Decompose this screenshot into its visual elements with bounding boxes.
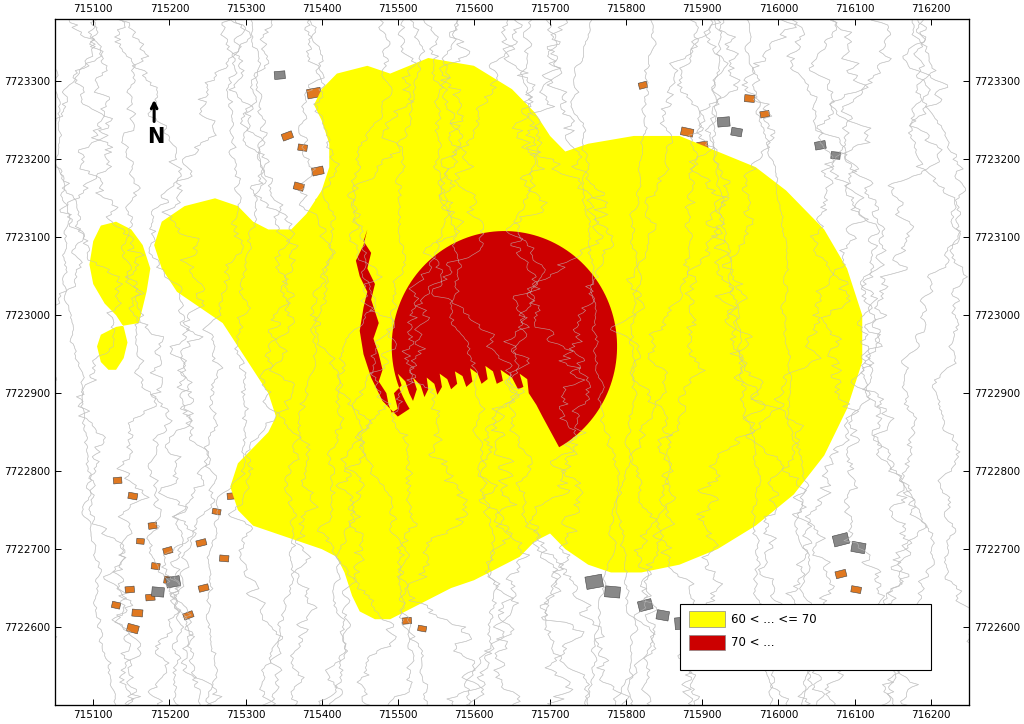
Bar — [148, 522, 158, 529]
Bar — [343, 219, 353, 227]
Bar — [327, 101, 340, 109]
Bar — [717, 117, 730, 127]
Bar — [689, 612, 725, 627]
Bar — [457, 543, 487, 568]
Bar — [316, 198, 328, 206]
Bar — [335, 97, 350, 109]
Bar — [350, 248, 361, 257]
Bar — [198, 584, 209, 592]
Bar — [604, 586, 621, 598]
Bar — [274, 71, 286, 80]
Bar — [343, 443, 361, 460]
Bar — [136, 538, 144, 544]
Bar — [370, 204, 383, 216]
Bar — [418, 625, 427, 632]
Bar — [145, 594, 156, 601]
Bar — [387, 192, 400, 202]
Bar — [347, 434, 372, 453]
Bar — [163, 547, 173, 555]
Bar — [152, 586, 165, 597]
Bar — [152, 563, 160, 570]
Bar — [219, 555, 229, 562]
Bar — [760, 110, 770, 118]
Bar — [731, 127, 742, 137]
Bar — [361, 264, 373, 272]
Bar — [132, 609, 143, 617]
Bar — [306, 88, 322, 99]
Bar — [128, 492, 138, 500]
Bar — [680, 604, 931, 670]
Polygon shape — [356, 230, 617, 447]
Bar — [402, 618, 412, 624]
Bar — [298, 144, 307, 151]
Text: 60 < ... <= 70: 60 < ... <= 70 — [731, 613, 817, 626]
Bar — [744, 95, 755, 103]
Bar — [792, 350, 804, 358]
Bar — [674, 156, 685, 164]
Bar — [112, 601, 121, 609]
Bar — [438, 536, 472, 565]
Bar — [164, 576, 175, 584]
Bar — [282, 131, 294, 141]
Bar — [227, 492, 237, 500]
Bar — [293, 182, 304, 191]
Bar — [370, 439, 392, 454]
Bar — [638, 81, 648, 89]
Bar — [311, 166, 325, 176]
Text: N: N — [147, 127, 164, 146]
Bar — [352, 109, 365, 119]
Bar — [357, 229, 370, 238]
Bar — [656, 610, 670, 621]
Bar — [812, 350, 824, 361]
Bar — [808, 366, 817, 374]
Bar — [696, 141, 709, 150]
Bar — [125, 586, 134, 593]
Bar — [680, 127, 694, 137]
Bar — [365, 146, 378, 157]
Text: 70 < ...: 70 < ... — [731, 636, 775, 649]
Bar — [637, 599, 653, 612]
Bar — [851, 542, 866, 554]
Bar — [196, 539, 207, 547]
Bar — [830, 151, 841, 159]
Bar — [328, 209, 338, 219]
Bar — [369, 242, 378, 248]
Polygon shape — [89, 222, 151, 370]
Bar — [166, 576, 181, 588]
Bar — [419, 530, 450, 556]
Bar — [182, 610, 195, 620]
Bar — [689, 635, 725, 650]
Bar — [698, 626, 714, 636]
Polygon shape — [155, 58, 862, 619]
Bar — [585, 574, 603, 589]
Bar — [675, 617, 692, 630]
Bar — [113, 477, 122, 484]
Bar — [212, 508, 221, 515]
Bar — [833, 533, 850, 547]
Bar — [835, 569, 847, 578]
Bar — [851, 586, 861, 594]
Bar — [814, 140, 826, 150]
Bar — [126, 623, 139, 634]
Bar — [350, 426, 388, 441]
Bar — [381, 523, 418, 556]
Bar — [820, 334, 836, 346]
Bar — [381, 156, 392, 166]
